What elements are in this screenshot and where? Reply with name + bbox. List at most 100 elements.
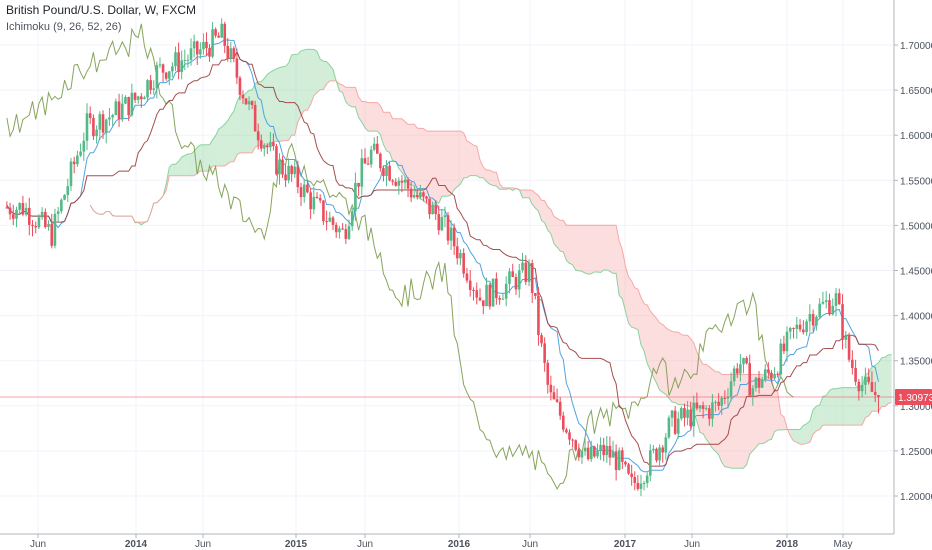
candle [388,161,391,182]
candle [760,376,764,389]
candle [676,411,680,439]
candle-body [40,211,44,218]
candle [605,436,609,463]
cloud-segment [191,151,195,176]
candle-body [521,262,524,271]
chikou-span-line [6,23,794,490]
candle-body [244,98,248,105]
candle [431,201,434,215]
candle [312,186,316,215]
candle-body [425,196,428,199]
candle-body [648,450,652,476]
candle-body [95,129,98,137]
candle-body [284,174,287,181]
cloud-segment [457,131,461,187]
y-tick-label: 1.20000 [900,492,932,503]
cloud-segment [361,101,365,128]
candle [779,338,783,377]
candle [334,222,338,238]
cloud-segment [392,118,396,162]
candle [511,263,515,278]
candle-body [558,401,562,416]
candle [508,268,511,294]
candle [717,393,720,411]
candle [47,220,50,231]
candle [831,298,835,316]
cloud-segment [529,190,533,205]
cloud-segment [175,161,179,176]
candle-body [220,23,223,38]
candle [828,293,831,316]
candle-body [565,429,568,433]
candle-body [192,41,196,49]
cloud-segment [276,67,280,142]
candle-body [88,113,92,118]
candle-body [415,194,419,198]
candle-body [537,295,540,336]
candle [596,443,599,459]
candle [281,155,284,178]
candle-body [397,180,401,186]
candle-body [143,97,146,100]
cloud-segment [569,225,573,265]
candle [568,429,571,445]
candle [205,32,208,56]
candle [422,191,425,202]
candle-body [66,186,70,196]
candle-body [259,140,263,149]
candle-body [798,324,802,330]
candle [322,199,325,225]
candle-body [642,482,646,484]
candle-body [673,410,677,434]
candle [455,237,459,265]
cloud-segment [668,329,673,403]
candle-body [152,88,156,90]
candle-body [199,49,202,55]
candle-body [366,163,370,165]
candle-body [111,115,114,118]
candle-body [275,146,278,175]
cloud-segment [489,170,494,186]
candle [751,385,755,406]
candle [66,178,70,203]
candle-body [834,293,838,306]
candle [824,291,828,309]
candle-body [360,158,364,187]
candle [468,269,472,297]
candle [69,158,73,191]
candle [415,190,419,200]
candle [369,145,373,168]
cloud-segment [581,225,586,274]
candle-body [205,41,208,49]
candle-body [440,217,444,231]
candle-body [53,213,57,246]
candle [867,368,870,385]
candle-body [788,328,792,332]
candle [530,259,534,303]
candle-body [8,207,12,215]
cloud-segment [538,195,542,221]
candle-body [524,262,528,282]
cloud-segment [659,322,663,393]
candle-body [136,96,140,100]
cloud-segment [438,131,442,204]
cloud-segment [875,362,879,412]
candle [504,276,508,307]
candle-body [586,447,590,460]
candle [630,464,633,486]
candle [293,160,296,178]
candle-body [262,145,266,149]
candle-body [860,384,864,392]
candle-body [530,263,534,293]
candle-body [485,284,488,307]
candle [259,134,263,152]
x-tick-label: 2016 [448,539,471,550]
candle [85,103,89,151]
cloud-segment [476,146,481,178]
candle [877,394,880,414]
chart-title: British Pound/U.S. Dollar, W, FXCM [6,3,197,17]
candle-body [664,437,668,453]
candle-body [247,101,251,105]
cloud-segment [800,425,804,445]
candle-body [98,114,102,130]
